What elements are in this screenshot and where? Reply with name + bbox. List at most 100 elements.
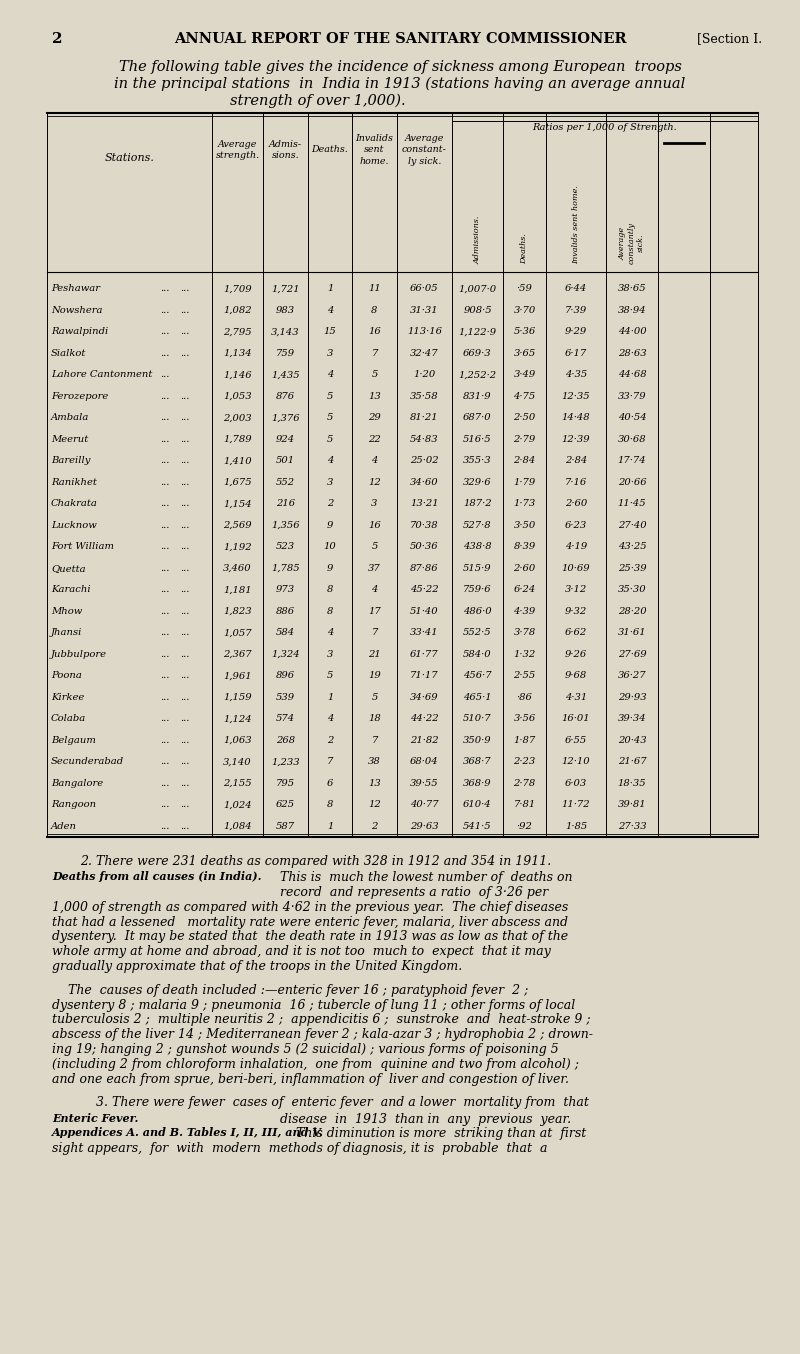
Text: 8: 8 bbox=[327, 607, 333, 616]
Text: 87·86: 87·86 bbox=[410, 563, 439, 573]
Text: 5: 5 bbox=[371, 693, 378, 701]
Text: 12: 12 bbox=[368, 800, 381, 810]
Text: 1·32: 1·32 bbox=[514, 650, 536, 659]
Text: ·86: ·86 bbox=[517, 693, 533, 701]
Text: 31·61: 31·61 bbox=[618, 628, 646, 638]
Text: 669·3: 669·3 bbox=[463, 349, 492, 357]
Text: 9: 9 bbox=[327, 521, 333, 529]
Text: 5: 5 bbox=[371, 370, 378, 379]
Text: 71·17: 71·17 bbox=[410, 672, 439, 680]
Text: ...: ... bbox=[160, 391, 170, 401]
Text: 368·7: 368·7 bbox=[463, 757, 492, 766]
Text: 7·81: 7·81 bbox=[514, 800, 536, 810]
Text: ...: ... bbox=[180, 391, 190, 401]
Text: 10: 10 bbox=[324, 542, 336, 551]
Text: 81·21: 81·21 bbox=[410, 413, 439, 422]
Text: 2. There were 231 deaths as compared with 328 in 1912 and 354 in 1911.: 2. There were 231 deaths as compared wit… bbox=[80, 854, 551, 868]
Text: 3: 3 bbox=[327, 478, 333, 486]
Text: 2,367: 2,367 bbox=[223, 650, 252, 659]
Text: 3: 3 bbox=[327, 349, 333, 357]
Text: 2,003: 2,003 bbox=[223, 413, 252, 422]
Text: 584: 584 bbox=[276, 628, 295, 638]
Text: 4·75: 4·75 bbox=[514, 391, 536, 401]
Text: 3. There were fewer  cases of  enteric fever  and a lower  mortality from  that: 3. There were fewer cases of enteric fev… bbox=[80, 1097, 589, 1109]
Text: ...: ... bbox=[160, 306, 170, 314]
Text: 501: 501 bbox=[276, 456, 295, 466]
Text: 19: 19 bbox=[368, 672, 381, 680]
Text: 10·69: 10·69 bbox=[562, 563, 590, 573]
Text: 35·30: 35·30 bbox=[618, 585, 646, 594]
Text: 3,460: 3,460 bbox=[223, 563, 252, 573]
Text: 876: 876 bbox=[276, 391, 295, 401]
Text: Invalids sent home.: Invalids sent home. bbox=[572, 185, 580, 264]
Text: 1·85: 1·85 bbox=[565, 822, 587, 831]
Text: ...: ... bbox=[180, 607, 190, 616]
Text: 831·9: 831·9 bbox=[463, 391, 492, 401]
Text: 1,709: 1,709 bbox=[223, 284, 252, 294]
Text: 541·5: 541·5 bbox=[463, 822, 492, 831]
Text: 1,233: 1,233 bbox=[271, 757, 300, 766]
Text: 14·48: 14·48 bbox=[562, 413, 590, 422]
Text: 5: 5 bbox=[327, 435, 333, 444]
Text: 70·38: 70·38 bbox=[410, 521, 439, 529]
Text: 1,789: 1,789 bbox=[223, 435, 252, 444]
Text: ...: ... bbox=[160, 822, 170, 831]
Text: that had a lessened   mortality rate were enteric fever, malaria, liver abscess : that had a lessened mortality rate were … bbox=[52, 915, 568, 929]
Text: 50·36: 50·36 bbox=[410, 542, 439, 551]
Text: 9·68: 9·68 bbox=[565, 672, 587, 680]
Text: 216: 216 bbox=[276, 500, 295, 508]
Text: 1,057: 1,057 bbox=[223, 628, 252, 638]
Text: 2·60: 2·60 bbox=[514, 563, 536, 573]
Text: 1,146: 1,146 bbox=[223, 370, 252, 379]
Text: 11·72: 11·72 bbox=[562, 800, 590, 810]
Text: ...: ... bbox=[160, 735, 170, 745]
Text: Secunderabad: Secunderabad bbox=[51, 757, 124, 766]
Text: 7·16: 7·16 bbox=[565, 478, 587, 486]
Text: 33·79: 33·79 bbox=[618, 391, 646, 401]
Text: 2: 2 bbox=[327, 500, 333, 508]
Text: ...: ... bbox=[180, 542, 190, 551]
Text: ...: ... bbox=[160, 284, 170, 294]
Text: 1·73: 1·73 bbox=[514, 500, 536, 508]
Text: ...: ... bbox=[180, 328, 190, 336]
Text: 16: 16 bbox=[368, 328, 381, 336]
Text: 40·54: 40·54 bbox=[618, 413, 646, 422]
Text: 552·5: 552·5 bbox=[463, 628, 492, 638]
Text: 1,053: 1,053 bbox=[223, 391, 252, 401]
Text: 18: 18 bbox=[368, 715, 381, 723]
Text: 12·10: 12·10 bbox=[562, 757, 590, 766]
Text: ...: ... bbox=[180, 585, 190, 594]
Text: This is  much the lowest number of  deaths on: This is much the lowest number of deaths… bbox=[280, 871, 573, 884]
Text: 44·00: 44·00 bbox=[618, 328, 646, 336]
Text: 40·77: 40·77 bbox=[410, 800, 439, 810]
Text: 4: 4 bbox=[327, 715, 333, 723]
Text: 27·33: 27·33 bbox=[618, 822, 646, 831]
Text: 4: 4 bbox=[371, 456, 378, 466]
Text: 587: 587 bbox=[276, 822, 295, 831]
Text: 1,961: 1,961 bbox=[223, 672, 252, 680]
Text: 187·2: 187·2 bbox=[463, 500, 492, 508]
Text: 1,122·9: 1,122·9 bbox=[458, 328, 497, 336]
Text: 2·60: 2·60 bbox=[565, 500, 587, 508]
Text: 43·25: 43·25 bbox=[618, 542, 646, 551]
Text: ...: ... bbox=[160, 779, 170, 788]
Text: 1,063: 1,063 bbox=[223, 735, 252, 745]
Text: strength of over 1,000).: strength of over 1,000). bbox=[230, 93, 406, 108]
Text: 38·94: 38·94 bbox=[618, 306, 646, 314]
Text: Aden: Aden bbox=[51, 822, 77, 831]
Text: Lahore Cantonment: Lahore Cantonment bbox=[51, 370, 152, 379]
Text: Quetta: Quetta bbox=[51, 563, 86, 573]
Text: 1,252·2: 1,252·2 bbox=[458, 370, 497, 379]
Text: 39·55: 39·55 bbox=[410, 779, 439, 788]
Text: Nowshera: Nowshera bbox=[51, 306, 102, 314]
Text: 16: 16 bbox=[368, 521, 381, 529]
Text: 7: 7 bbox=[327, 757, 333, 766]
Text: ...: ... bbox=[180, 521, 190, 529]
Text: 4·31: 4·31 bbox=[565, 693, 587, 701]
Text: ...: ... bbox=[160, 650, 170, 659]
Text: 1,000 of strength as compared with 4·62 in the previous year.  The chief disease: 1,000 of strength as compared with 4·62 … bbox=[52, 900, 568, 914]
Text: 12·35: 12·35 bbox=[562, 391, 590, 401]
Text: ...: ... bbox=[160, 607, 170, 616]
Text: ...: ... bbox=[160, 478, 170, 486]
Text: 6: 6 bbox=[327, 779, 333, 788]
